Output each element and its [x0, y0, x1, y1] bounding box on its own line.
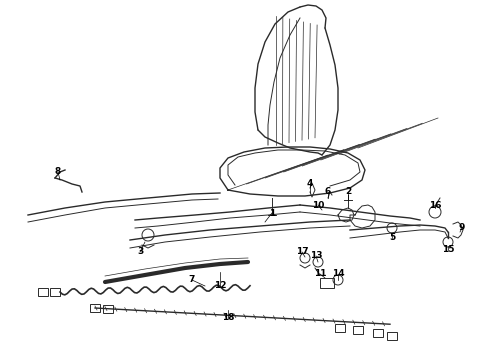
Bar [320, 278, 334, 288]
Text: 12: 12 [214, 282, 226, 291]
Text: 16: 16 [429, 201, 441, 210]
Text: 5: 5 [389, 234, 395, 243]
Text: 9: 9 [459, 224, 465, 233]
Text: 7: 7 [189, 275, 195, 284]
Text: 11: 11 [314, 270, 326, 279]
Text: 1: 1 [269, 208, 275, 217]
Text: 10: 10 [312, 201, 324, 210]
Bar [387, 332, 397, 340]
Text: 4: 4 [307, 179, 313, 188]
Text: 17: 17 [295, 248, 308, 256]
Text: 13: 13 [310, 252, 322, 261]
Bar [90, 304, 100, 312]
Text: 15: 15 [442, 246, 454, 255]
Text: 3: 3 [137, 248, 143, 256]
Bar [50, 288, 60, 296]
Text: 2: 2 [345, 188, 351, 197]
Bar [38, 288, 48, 296]
Text: 6: 6 [325, 188, 331, 197]
Bar [103, 305, 113, 313]
Bar [353, 326, 363, 334]
Text: 14: 14 [332, 270, 344, 279]
Text: 8: 8 [55, 167, 61, 176]
Bar [335, 324, 345, 332]
Text: 18: 18 [222, 314, 234, 323]
Bar [373, 329, 383, 337]
